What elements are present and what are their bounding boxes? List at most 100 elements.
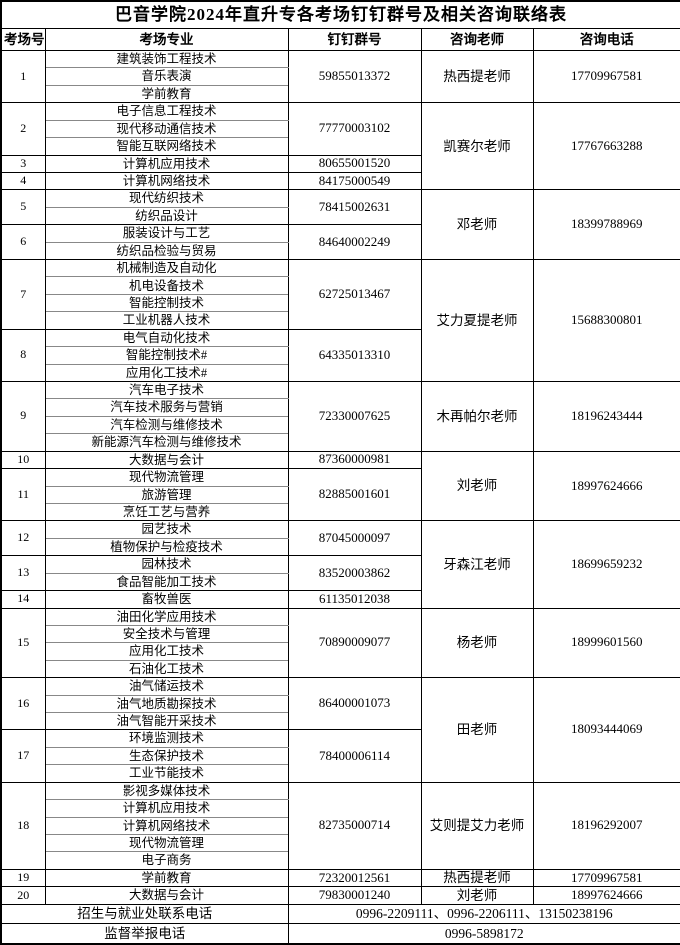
teacher-cell: 杨老师 bbox=[420, 607, 534, 679]
major-cell: 电气自动化技术 bbox=[44, 328, 289, 348]
dingtalk-group-cell: 61135012038 bbox=[287, 590, 422, 609]
room-number-cell: 1 bbox=[0, 49, 46, 104]
dingtalk-group-cell: 79830001240 bbox=[287, 886, 422, 905]
room-number-cell: 11 bbox=[0, 468, 46, 522]
table-row: 汽车检测与维修技术 bbox=[1, 415, 680, 435]
table-row: 机电设备技术 bbox=[1, 276, 680, 295]
table-body: 1 建筑装饰工程技术 59855013372 热西提老师 17709967581 音乐表演… bbox=[0, 49, 680, 945]
teacher-cell: 木再帕尔老师 bbox=[420, 381, 534, 452]
major-cell: 工业节能技术 bbox=[44, 764, 289, 783]
major-cell: 音乐表演 bbox=[44, 67, 289, 86]
room-number-cell: 5 bbox=[0, 189, 46, 226]
room-number-cell: 14 bbox=[0, 590, 46, 609]
dingtalk-group-cell: 86400001073 bbox=[287, 677, 422, 731]
column-header-teacher: 咨询老师 bbox=[420, 28, 534, 51]
major-cell: 计算机网络技术 bbox=[44, 816, 289, 835]
major-cell: 智能互联网络技术 bbox=[44, 137, 289, 156]
teacher-cell: 热西提老师 bbox=[420, 49, 534, 104]
footer-value-cell: 0996-5898172 bbox=[287, 923, 680, 945]
teacher-cell: 田老师 bbox=[420, 677, 534, 783]
table-row: 电子商务 bbox=[1, 851, 680, 870]
room-number-cell: 18 bbox=[0, 781, 46, 870]
room-number-cell: 6 bbox=[0, 224, 46, 261]
major-cell: 现代纺织技术 bbox=[44, 189, 289, 208]
dingtalk-group-cell: 87045000097 bbox=[287, 520, 422, 557]
table-row: 8 电气自动化技术 64335013310 bbox=[0, 328, 680, 383]
major-cell: 园艺技术 bbox=[44, 520, 289, 539]
footer-label-cell: 监督举报电话 bbox=[0, 923, 289, 945]
dingtalk-group-cell: 62725013467 bbox=[287, 259, 422, 330]
major-cell: 石油化工技术 bbox=[44, 659, 289, 679]
footer-label-cell: 招生与就业处联系电话 bbox=[0, 903, 289, 925]
footer-value-cell: 0996-2209111、0996-2206111、13150238196 bbox=[287, 903, 680, 925]
major-cell: 现代物流管理 bbox=[44, 833, 289, 853]
major-cell: 汽车电子技术 bbox=[44, 381, 289, 400]
table-row: 安全技术与管理 bbox=[1, 624, 680, 644]
room-number-cell: 8 bbox=[0, 328, 46, 383]
major-cell: 服装设计与工艺 bbox=[44, 224, 289, 243]
table-row: 13 园林技术 83520003862 bbox=[0, 555, 680, 592]
major-cell: 计算机应用技术 bbox=[44, 799, 289, 818]
major-cell: 烹饪工艺与营养 bbox=[44, 502, 289, 522]
teacher-cell: 刘老师 bbox=[420, 886, 534, 905]
table-row: 学前教育 bbox=[1, 84, 680, 104]
dingtalk-group-cell: 80655001520 bbox=[287, 154, 422, 173]
table-row: 招生与就业处联系电话 0996-2209111、0996-2206111、1315… bbox=[0, 903, 680, 925]
major-cell: 电子商务 bbox=[44, 851, 289, 870]
dingtalk-group-cell: 84640002249 bbox=[287, 224, 422, 261]
major-cell: 学前教育 bbox=[44, 868, 289, 888]
dingtalk-group-cell: 78400006114 bbox=[287, 729, 422, 783]
major-cell: 纺织品检验与贸易 bbox=[44, 241, 289, 261]
table-row: 2 电子信息工程技术 77770003102 凯赛尔老师 17767663288 bbox=[0, 102, 680, 191]
major-cell: 汽车检测与维修技术 bbox=[44, 415, 289, 435]
table-row: 油气地质勘探技术 bbox=[1, 694, 680, 714]
teacher-cell: 凯赛尔老师 bbox=[420, 102, 534, 191]
major-cell: 植物保护与检疫技术 bbox=[44, 537, 289, 557]
page-title: 巴音学院2024年直升专各考场钉钉群号及相关咨询联络表 bbox=[0, 0, 680, 29]
table-row: 1 建筑装饰工程技术 59855013372 热西提老师 17709967581 bbox=[0, 49, 680, 104]
major-cell: 油气地质勘探技术 bbox=[44, 694, 289, 714]
dingtalk-group-cell: 84175000549 bbox=[287, 171, 422, 191]
table-row: 工业节能技术 bbox=[1, 764, 680, 783]
table-row: 应用化工技术 bbox=[1, 642, 680, 661]
room-number-cell: 20 bbox=[0, 886, 46, 905]
table-row: 6 服装设计与工艺 84640002249 bbox=[0, 224, 680, 261]
phone-cell: 18997624666 bbox=[532, 450, 680, 522]
major-cell: 现代物流管理 bbox=[44, 468, 289, 487]
table-row: 植物保护与检疫技术 bbox=[1, 537, 680, 557]
major-cell: 电子信息工程技术 bbox=[44, 102, 289, 121]
table-row: 18 影视多媒体技术 82735000714 艾则提艾力老师 18196292007 bbox=[0, 781, 680, 870]
table-header-row: 考场号 考场专业 钉钉群号 咨询老师 咨询电话 bbox=[0, 28, 680, 51]
dingtalk-group-cell: 70890009077 bbox=[287, 607, 422, 679]
table-row: 智能控制技术 bbox=[1, 293, 680, 313]
dingtalk-group-cell: 72320012561 bbox=[287, 868, 422, 888]
dingtalk-group-cell: 82885001601 bbox=[287, 468, 422, 522]
phone-cell: 18196292007 bbox=[532, 781, 680, 870]
room-number-cell: 15 bbox=[0, 607, 46, 679]
table-row: 石油化工技术 bbox=[1, 659, 680, 679]
major-cell: 智能控制技术 bbox=[44, 293, 289, 313]
table-row: 12 园艺技术 87045000097 牙森江老师 18699659232 bbox=[0, 520, 680, 609]
major-cell: 畜牧兽医 bbox=[44, 590, 289, 609]
major-cell: 环境监测技术 bbox=[44, 729, 289, 748]
table-row: 计算机应用技术 bbox=[1, 799, 680, 818]
major-cell: 工业机器人技术 bbox=[44, 311, 289, 330]
table-row: 10 大数据与会计 87360000981 刘老师 18997624666 bbox=[0, 450, 680, 522]
table-row: 油气智能开采技术 bbox=[1, 712, 680, 731]
table-row: 生态保护技术 bbox=[1, 746, 680, 766]
teacher-cell: 刘老师 bbox=[420, 450, 534, 522]
major-cell: 旅游管理 bbox=[44, 485, 289, 504]
teacher-cell: 艾力夏提老师 bbox=[420, 259, 534, 383]
table-row: 计算机网络技术 bbox=[1, 816, 680, 835]
major-cell: 生态保护技术 bbox=[44, 746, 289, 766]
table-row: 17 环境监测技术 78400006114 bbox=[0, 729, 680, 783]
table-row: 音乐表演 bbox=[1, 67, 680, 86]
dingtalk-group-cell: 64335013310 bbox=[287, 328, 422, 383]
major-cell: 智能控制技术# bbox=[44, 346, 289, 365]
major-cell: 影视多媒体技术 bbox=[44, 781, 289, 801]
room-number-cell: 9 bbox=[0, 381, 46, 452]
room-number-cell: 19 bbox=[0, 868, 46, 888]
phone-cell: 18093444069 bbox=[532, 677, 680, 783]
dingtalk-group-cell: 87360000981 bbox=[287, 450, 422, 470]
phone-cell: 18699659232 bbox=[532, 520, 680, 609]
